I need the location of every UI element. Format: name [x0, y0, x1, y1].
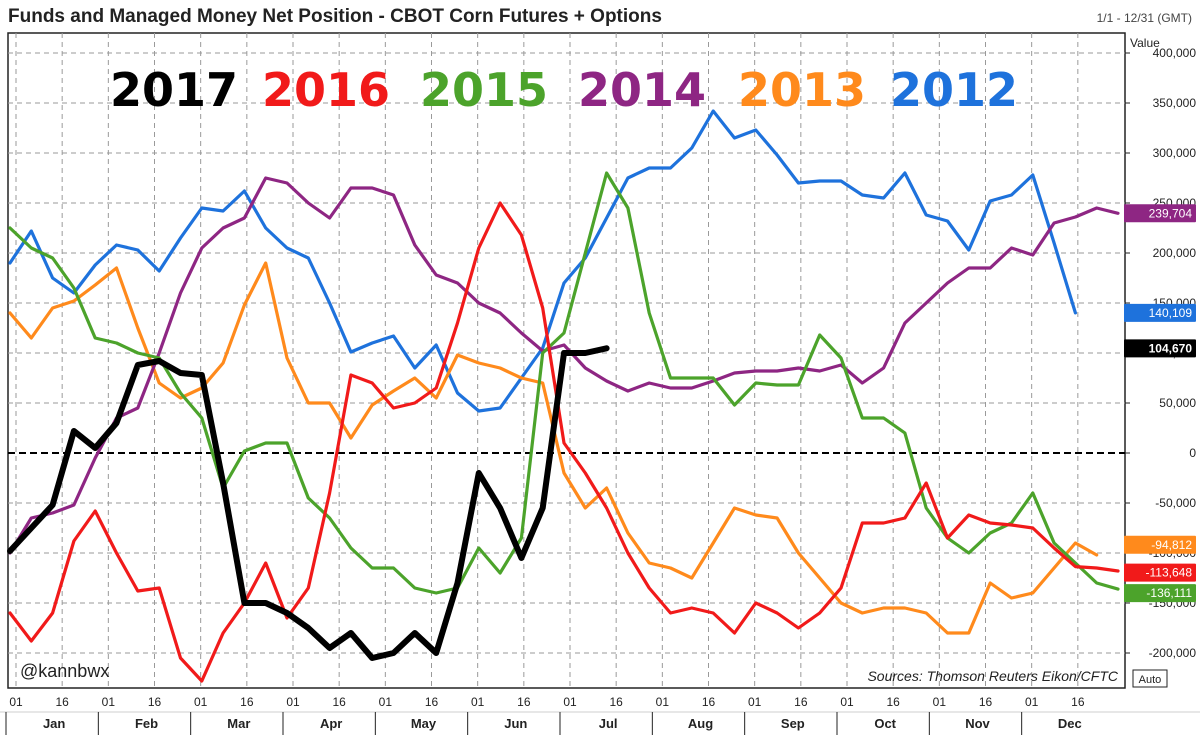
- x-month-label: Apr: [320, 716, 342, 731]
- end-tag-2012: [1124, 303, 1196, 322]
- x-month-label: May: [411, 716, 437, 731]
- end-tag-2017: [1124, 339, 1196, 358]
- source-label: Sources: Thomson Reuters Eikon/CFTC: [867, 668, 1118, 684]
- x-month-label: Feb: [135, 716, 158, 731]
- legend-year-2014: 2014: [578, 63, 706, 117]
- end-value-tags: 140,109 -94,812 239,704 -136,111 -113,648 104…: [1124, 204, 1196, 603]
- end-tag-2015: [1124, 584, 1196, 603]
- x-day-label: 01: [748, 695, 762, 709]
- x-month-label: Nov: [965, 716, 990, 731]
- x-day-label: 16: [886, 695, 900, 709]
- x-day-label: 01: [286, 695, 300, 709]
- x-day-label: 01: [840, 695, 854, 709]
- plot-frame: [7, 32, 1126, 689]
- x-month-label: Aug: [688, 716, 713, 731]
- x-day-label: 16: [517, 695, 531, 709]
- chart-title: Funds and Managed Money Net Position - C…: [8, 6, 662, 27]
- legend-year-2016: 2016: [262, 63, 390, 117]
- handle-label: @kannbwx: [20, 661, 109, 681]
- x-month-label: Dec: [1058, 716, 1082, 731]
- series-line-2017: [7, 345, 610, 661]
- legend-year-2012: 2012: [890, 63, 1018, 117]
- end-tag-label-2013: -94,812: [1151, 538, 1192, 552]
- y-tick-label: 50,000: [1159, 396, 1196, 410]
- x-day-label: 16: [1071, 695, 1085, 709]
- y-axis-label: Value: [1130, 36, 1160, 50]
- x-month-label: Oct: [874, 716, 896, 731]
- x-day-label: 16: [425, 695, 439, 709]
- date-range: 1/1 - 12/31 (GMT): [1097, 11, 1192, 25]
- y-tick-label: 350,000: [1153, 96, 1197, 110]
- x-day-label: 16: [148, 695, 162, 709]
- series-group: [7, 109, 1120, 683]
- x-day-label: 01: [1025, 695, 1039, 709]
- x-day-label: 01: [933, 695, 947, 709]
- series-line-2012: [8, 109, 1078, 413]
- end-tag-2014: [1124, 204, 1196, 223]
- x-day-label: 16: [794, 695, 808, 709]
- end-tag-2016: [1124, 563, 1196, 582]
- end-tag-label-2014: 239,704: [1149, 206, 1193, 220]
- x-month-label: Jul: [599, 716, 618, 731]
- legend-year-2017: 2017: [110, 63, 238, 117]
- x-day-label: 01: [656, 695, 670, 709]
- series-line-2015: [8, 171, 1120, 595]
- x-day-label: 16: [609, 695, 623, 709]
- x-day-label: 01: [471, 695, 485, 709]
- end-tag-label-2012: 140,109: [1149, 306, 1193, 320]
- legend: 2017 2016 2015 2014 2013 2012: [110, 63, 1018, 117]
- end-tag-2013: [1124, 535, 1196, 554]
- end-tag-label-2017: 104,670: [1149, 341, 1193, 355]
- x-day-label: 16: [702, 695, 716, 709]
- x-month-label: Jan: [43, 716, 65, 731]
- x-day-label: 01: [194, 695, 208, 709]
- x-month-label: Jun: [504, 716, 527, 731]
- grid: [8, 33, 1125, 688]
- x-day-label: 01: [9, 695, 23, 709]
- x-day-label: 01: [379, 695, 393, 709]
- x-day-label: 16: [240, 695, 254, 709]
- x-day-label: 16: [332, 695, 346, 709]
- legend-year-2013: 2013: [738, 63, 866, 117]
- end-tag-label-2015: -136,111: [1146, 586, 1192, 600]
- x-day-label: 16: [55, 695, 69, 709]
- x-day-label: 16: [979, 695, 993, 709]
- x-month-label: Sep: [781, 716, 805, 731]
- y-tick-label: -50,000: [1155, 496, 1196, 510]
- end-tag-label-2016: -113,648: [1146, 566, 1193, 580]
- x-day-label: 01: [102, 695, 116, 709]
- y-tick-label: 0: [1189, 446, 1196, 460]
- x-axis: 01 16 Jan 01 16 Feb 01 16 Mar 01 16 Apr 01 16 May 01 16 J…: [0, 695, 1200, 735]
- y-tick-label: 400,000: [1153, 46, 1197, 60]
- y-tick-label: -200,000: [1149, 646, 1197, 660]
- x-month-label: Mar: [227, 716, 250, 731]
- series-line-2014: [8, 176, 1120, 555]
- legend-year-2015: 2015: [420, 63, 548, 117]
- series-line-2016: [8, 201, 1120, 683]
- x-day-label: 01: [563, 695, 577, 709]
- y-tick-label: 200,000: [1153, 246, 1197, 260]
- auto-button-label: Auto: [1139, 674, 1162, 686]
- auto-button[interactable]: [1132, 669, 1168, 688]
- y-tick-label: 300,000: [1153, 146, 1197, 160]
